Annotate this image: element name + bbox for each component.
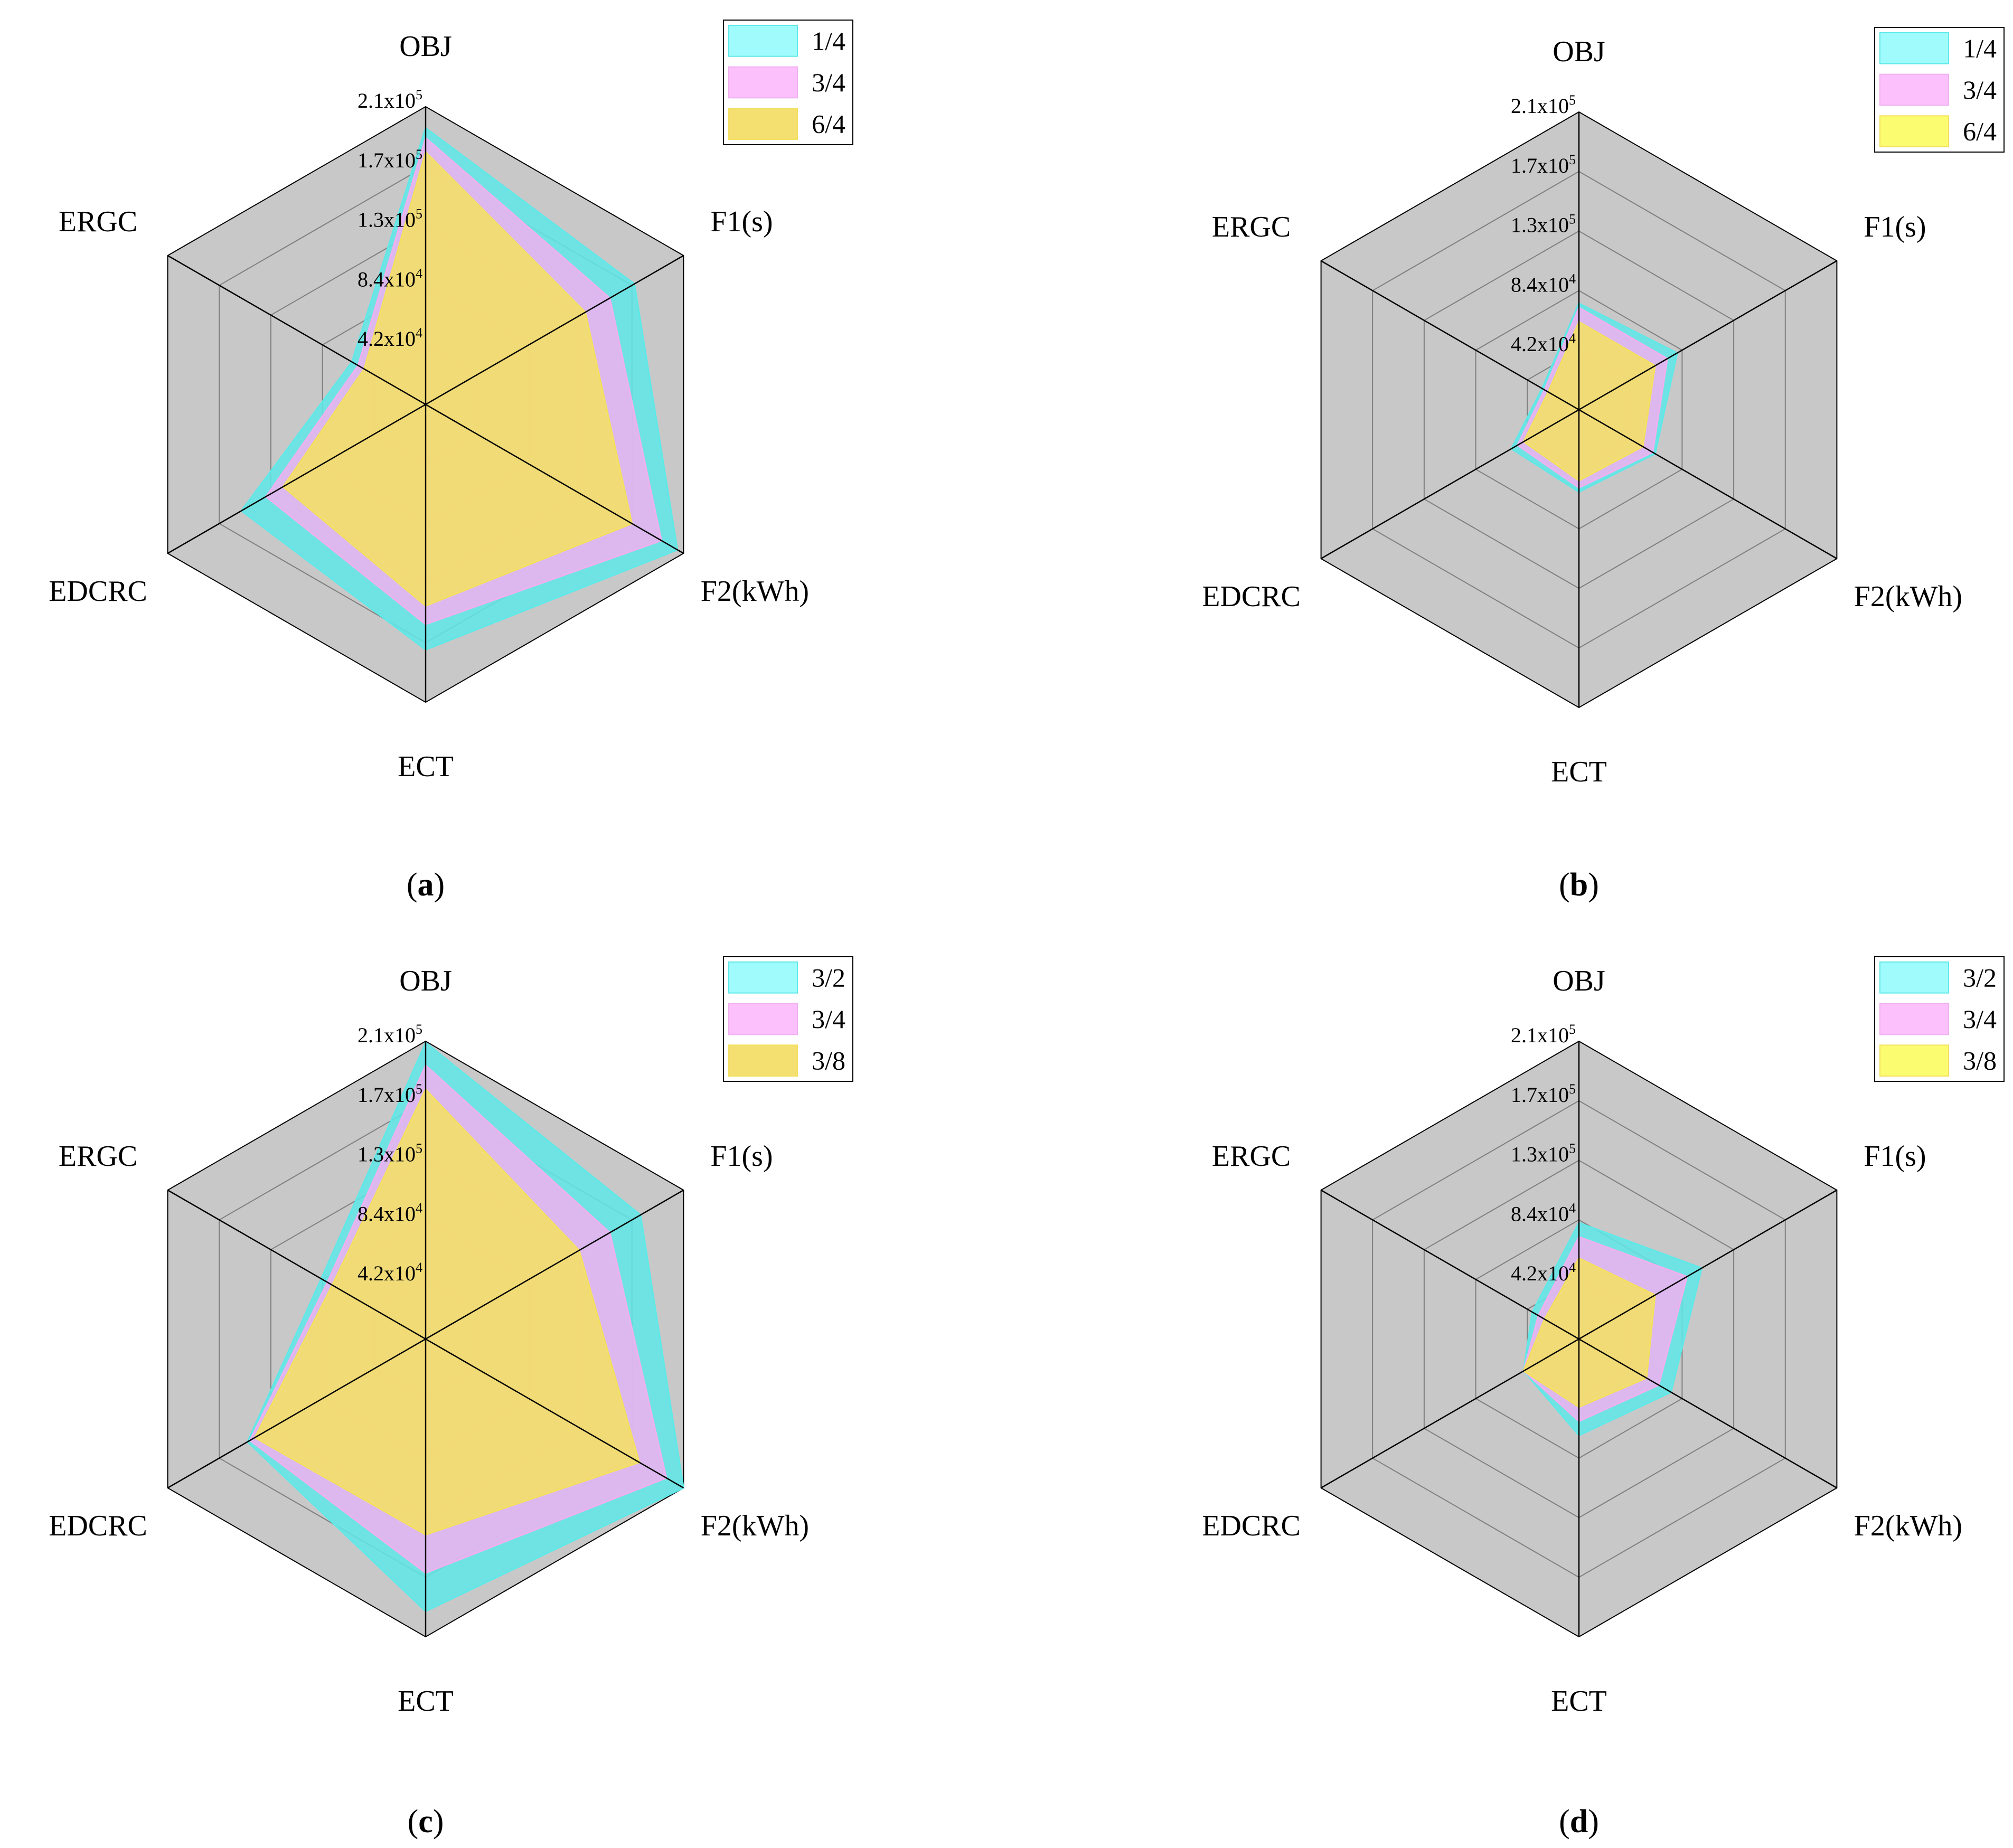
legend-label: 6/4 bbox=[812, 109, 845, 139]
tick-label: 4.2x104 bbox=[358, 1260, 422, 1285]
radar-chart-a: 4.2x104 8.4x104 1.3x105 1.7x105 2.1x105 OBJ F1… bbox=[49, 20, 853, 903]
axis-label: F2(kWh) bbox=[1854, 580, 1962, 613]
axis-label: EDCRC bbox=[1202, 580, 1301, 613]
legend: 3/2 3/4 3/8 bbox=[1874, 956, 2005, 1082]
tick-label: 2.1x105 bbox=[1511, 92, 1576, 118]
axis-label: ECT bbox=[1551, 1685, 1607, 1718]
tick-label: 4.2x104 bbox=[1511, 331, 1576, 356]
axis-label: ECT bbox=[398, 750, 454, 783]
radar-chart-c: 4.2x104 8.4x104 1.3x105 1.7x105 2.1x105 OBJ F1… bbox=[49, 956, 853, 1840]
radar-chart-b: 4.2x104 8.4x104 1.3x105 1.7x105 2.1x105 OBJ F1… bbox=[1202, 27, 2005, 903]
legend: 3/2 3/4 3/8 bbox=[723, 956, 853, 1082]
radar-chart-d: 4.2x104 8.4x104 1.3x105 1.7x105 2.1x105 OBJ F1… bbox=[1202, 956, 2005, 1840]
legend-label: 3/4 bbox=[1963, 1004, 1997, 1034]
axis-label: F2(kWh) bbox=[701, 575, 809, 608]
axis-label: ERGC bbox=[1212, 211, 1291, 243]
axis-label: F2(kWh) bbox=[1854, 1510, 1962, 1542]
legend-swatch bbox=[728, 1003, 798, 1035]
axis-label: EDCRC bbox=[49, 1510, 147, 1542]
tick-label: 1.7x105 bbox=[358, 147, 422, 172]
axis-label: ECT bbox=[398, 1685, 454, 1718]
axis-label: F1(s) bbox=[1864, 211, 1926, 243]
tick-label: 1.3x105 bbox=[358, 1141, 422, 1166]
axis-label: F1(s) bbox=[710, 205, 773, 238]
legend-swatch bbox=[1879, 32, 1949, 64]
tick-label: 8.4x104 bbox=[358, 266, 422, 291]
legend-swatch bbox=[1879, 1044, 1949, 1077]
legend-label: 3/2 bbox=[1963, 963, 1997, 992]
tick-label: 1.7x105 bbox=[358, 1081, 422, 1107]
axis-label: F1(s) bbox=[710, 1140, 773, 1173]
axis-label: ERGC bbox=[59, 205, 137, 238]
legend-label: 3/8 bbox=[812, 1046, 845, 1076]
legend-label: 3/4 bbox=[812, 1004, 845, 1034]
tick-label: 8.4x104 bbox=[358, 1200, 422, 1225]
panel-label: (c) bbox=[408, 1804, 444, 1840]
legend-label: 3/4 bbox=[812, 68, 845, 97]
axis-label: F2(kWh) bbox=[701, 1510, 809, 1542]
legend-label: 3/8 bbox=[1963, 1046, 1997, 1076]
tick-label: 1.3x105 bbox=[358, 206, 422, 232]
axis-label: EDCRC bbox=[49, 575, 147, 608]
axis-label: OBJ bbox=[1553, 965, 1605, 997]
legend-swatch bbox=[1879, 115, 1949, 147]
axis-label: ERGC bbox=[1212, 1140, 1291, 1173]
tick-label: 8.4x104 bbox=[1511, 1200, 1576, 1225]
radar-spoke bbox=[167, 254, 684, 554]
legend-swatch bbox=[1879, 73, 1949, 106]
axis-label: EDCRC bbox=[1202, 1510, 1301, 1542]
axis-label: OBJ bbox=[399, 965, 452, 997]
axis-label: ERGC bbox=[59, 1140, 137, 1173]
tick-label: 8.4x104 bbox=[1511, 271, 1576, 296]
panel-label: (a) bbox=[407, 867, 445, 903]
legend-label: 1/4 bbox=[1963, 33, 1997, 63]
radar-spoke bbox=[167, 1189, 684, 1489]
legend-label: 6/4 bbox=[1963, 117, 1997, 146]
radar-spoke bbox=[1320, 260, 1838, 560]
tick-label: 1.3x105 bbox=[1511, 212, 1576, 237]
legend-swatch bbox=[728, 25, 798, 57]
tick-label: 2.1x105 bbox=[1511, 1022, 1576, 1047]
tick-label: 1.7x105 bbox=[1511, 152, 1576, 177]
axis-label: OBJ bbox=[399, 30, 452, 63]
legend-label: 1/4 bbox=[812, 26, 845, 55]
tick-label: 4.2x104 bbox=[1511, 1260, 1576, 1285]
legend-swatch bbox=[728, 108, 798, 140]
legend-label: 3/4 bbox=[1963, 75, 1997, 105]
radar-spoke bbox=[1320, 1189, 1838, 1489]
legend: 1/4 3/4 6/4 bbox=[723, 20, 853, 145]
tick-label: 1.3x105 bbox=[1511, 1141, 1576, 1166]
legend-swatch bbox=[728, 1044, 798, 1077]
legend: 1/4 3/4 6/4 bbox=[1874, 27, 2005, 153]
tick-label: 4.2x104 bbox=[358, 325, 422, 351]
panel-label: (b) bbox=[1559, 867, 1599, 903]
axis-label: ECT bbox=[1551, 756, 1607, 788]
axis-label: F1(s) bbox=[1864, 1140, 1926, 1173]
legend-swatch bbox=[728, 961, 798, 994]
axis-label: OBJ bbox=[1553, 35, 1605, 68]
legend-swatch bbox=[1879, 961, 1949, 994]
legend-label: 3/2 bbox=[812, 963, 845, 992]
legend-swatch bbox=[1879, 1003, 1949, 1035]
tick-label: 2.1x105 bbox=[358, 1022, 422, 1047]
tick-label: 2.1x105 bbox=[358, 87, 422, 112]
panel-label: (d) bbox=[1559, 1804, 1599, 1840]
legend-swatch bbox=[728, 66, 798, 99]
tick-label: 1.7x105 bbox=[1511, 1081, 1576, 1107]
